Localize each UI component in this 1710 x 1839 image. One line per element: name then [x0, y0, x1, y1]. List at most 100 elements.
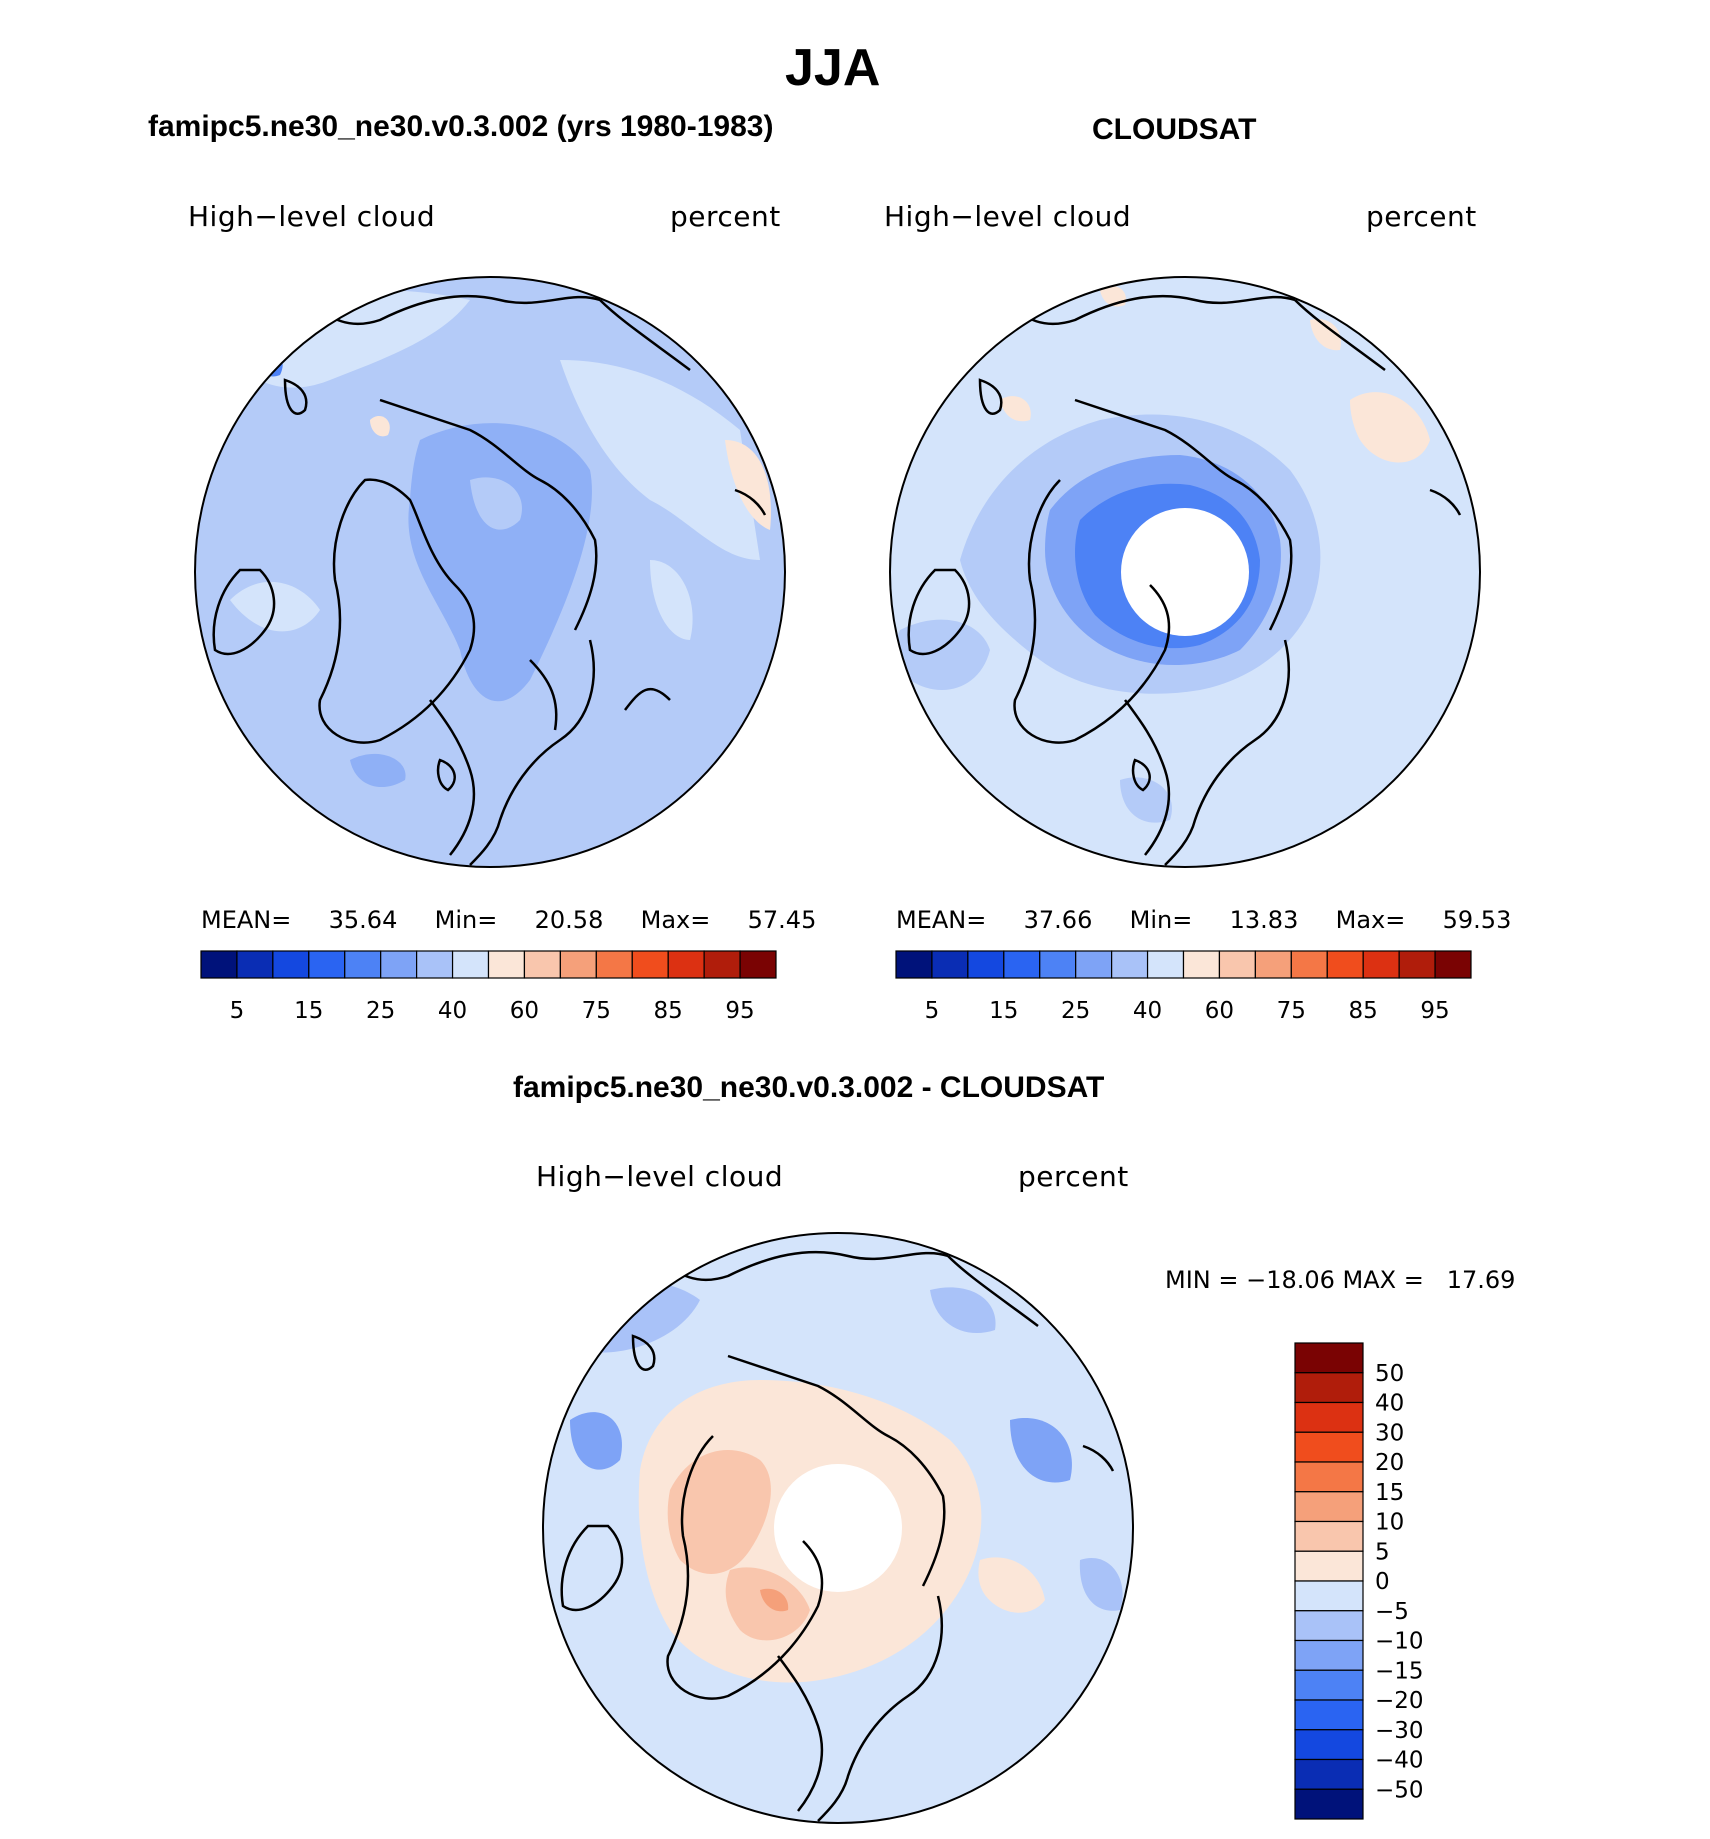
diff-colorbar-swatch	[1294, 1550, 1364, 1582]
model-colorbar-swatch	[595, 950, 633, 979]
model-min-value: 20.58	[534, 906, 604, 934]
obs-colorbar-swatch	[1218, 950, 1256, 979]
model-colorbar-swatch	[380, 950, 418, 979]
model-colorbar-swatch	[236, 950, 274, 979]
obs-panel-title: CLOUDSAT	[1092, 113, 1257, 146]
diff-colorbar-swatch	[1294, 1729, 1364, 1761]
obs-mean-value: 37.66	[1023, 906, 1093, 934]
diff-colorbar-swatch	[1294, 1788, 1364, 1820]
obs-units-label: percent	[1366, 200, 1477, 233]
obs-colorbar-swatch	[1003, 950, 1041, 979]
diff-colorbar-swatch	[1294, 1580, 1364, 1612]
model-variable-label: High−level cloud	[188, 200, 436, 233]
model-colorbar: 5 15 25 40 60 75 85 95	[200, 950, 777, 1024]
diff-colorbar-tick-label: −5	[1375, 1599, 1409, 1625]
diff-colorbar-tick-label: 30	[1375, 1420, 1404, 1446]
model-colorbar-tick-label: 25	[366, 998, 395, 1024]
obs-colorbar-swatch	[1039, 950, 1077, 979]
diff-units-label: percent	[1018, 1160, 1129, 1193]
model-colorbar-swatch	[272, 950, 310, 979]
obs-colorbar-swatch	[1075, 950, 1113, 979]
diff-colorbar-tick-label: 50	[1375, 1361, 1404, 1387]
diff-colorbar-swatch	[1294, 1372, 1364, 1404]
diff-colorbar-swatch	[1294, 1431, 1364, 1463]
obs-colorbar-swatch	[1254, 950, 1292, 979]
obs-colorbar-swatch	[1111, 950, 1149, 979]
obs-max-value: 59.53	[1442, 906, 1512, 934]
diff-colorbar-tick-label: −20	[1375, 1688, 1424, 1714]
diff-colorbar-swatch	[1294, 1610, 1364, 1642]
model-colorbar-tick-label: 75	[582, 998, 611, 1024]
model-colorbar-swatch	[200, 950, 238, 979]
obs-colorbar-swatch	[1398, 950, 1436, 979]
obs-colorbar-swatch	[895, 950, 933, 979]
model-colorbar-swatch	[523, 950, 561, 979]
diff-colorbar-swatch	[1294, 1758, 1364, 1790]
obs-mean-label: MEAN=	[896, 906, 987, 934]
model-colorbar-swatch	[667, 950, 705, 979]
model-units-label: percent	[670, 200, 781, 233]
diff-colorbar-tick-label: 40	[1375, 1391, 1404, 1417]
model-colorbar-swatch	[451, 950, 490, 979]
diff-colorbar-tick-label: 20	[1375, 1450, 1404, 1476]
diff-colorbar-tick-label: 10	[1375, 1510, 1404, 1536]
diff-colorbar-tick-label: −10	[1375, 1629, 1424, 1655]
diff-colorbar-tick-label: 15	[1375, 1480, 1404, 1506]
diff-colorbar-tick-label: −15	[1375, 1658, 1424, 1684]
diff-colorbar-swatch	[1294, 1639, 1364, 1671]
model-colorbar-swatch	[739, 950, 777, 979]
model-max-label: Max=	[640, 906, 711, 934]
diff-colorbar-tick-label: 5	[1375, 1539, 1390, 1565]
model-max-value: 57.45	[747, 906, 817, 934]
obs-colorbar-tick-label: 85	[1349, 998, 1378, 1024]
obs-colorbar: 5 15 25 40 60 75 85 95	[895, 950, 1472, 1024]
diff-colorbar-swatch	[1294, 1342, 1364, 1374]
obs-max-label: Max=	[1335, 906, 1406, 934]
diff-colorbar-tick-label: −50	[1375, 1777, 1424, 1803]
obs-colorbar-tick-label: 40	[1133, 998, 1162, 1024]
model-stats: MEAN= 35.64 Min= 20.58 Max= 57.45	[201, 906, 816, 934]
obs-colorbar-swatch	[931, 950, 969, 979]
obs-colorbar-tick-label: 25	[1061, 998, 1090, 1024]
diff-colorbar-swatch	[1294, 1520, 1364, 1552]
model-colorbar-swatch	[631, 950, 669, 979]
diff-panel-title: famipc5.ne30_ne30.v0.3.002 - CLOUDSAT	[513, 1071, 1105, 1104]
diff-colorbar-tick-label: −30	[1375, 1718, 1424, 1744]
model-mean-value: 35.64	[328, 906, 398, 934]
obs-stats: MEAN= 37.66 Min= 13.83 Max= 59.53	[896, 906, 1511, 934]
obs-colorbar-tick-label: 60	[1205, 998, 1234, 1024]
model-colorbar-tick-label: 5	[230, 998, 245, 1024]
model-panel-title: famipc5.ne30_ne30.v0.3.002 (yrs 1980-198…	[148, 110, 774, 143]
obs-colorbar-swatch	[1434, 950, 1472, 979]
obs-colorbar-swatch	[1182, 950, 1221, 979]
season-title: JJA	[785, 39, 881, 97]
model-polar-map	[194, 276, 786, 868]
diff-colorbar-tick-label: 0	[1375, 1569, 1390, 1595]
model-min-label: Min=	[434, 906, 498, 934]
obs-colorbar-swatch	[1362, 950, 1400, 979]
model-colorbar-tick-label: 15	[294, 998, 323, 1024]
obs-colorbar-swatch	[1290, 950, 1328, 979]
model-colorbar-tick-label: 60	[510, 998, 539, 1024]
obs-colorbar-swatch	[967, 950, 1005, 979]
obs-colorbar-tick-label: 95	[1420, 998, 1449, 1024]
model-colorbar-tick-label: 85	[654, 998, 683, 1024]
obs-polar-map	[889, 276, 1481, 868]
obs-colorbar-tick-label: 5	[925, 998, 940, 1024]
diff-colorbar-swatch	[1294, 1491, 1364, 1523]
diff-polar-map	[542, 1232, 1134, 1824]
diff-colorbar-swatch	[1294, 1461, 1364, 1493]
diff-minmax: MIN = −18.06 MAX = 17.69	[1165, 1266, 1516, 1294]
diff-colorbar-swatch	[1294, 1699, 1364, 1731]
obs-variable-label: High−level cloud	[884, 200, 1132, 233]
obs-colorbar-swatch	[1326, 950, 1364, 979]
model-colorbar-swatch	[344, 950, 382, 979]
model-colorbar-swatch	[487, 950, 526, 979]
obs-colorbar-tick-label: 15	[989, 998, 1018, 1024]
diff-colorbar-swatch	[1294, 1401, 1364, 1433]
diff-colorbar-tick-label: −40	[1375, 1748, 1424, 1774]
diff-variable-label: High−level cloud	[536, 1160, 784, 1193]
model-mean-label: MEAN=	[201, 906, 292, 934]
